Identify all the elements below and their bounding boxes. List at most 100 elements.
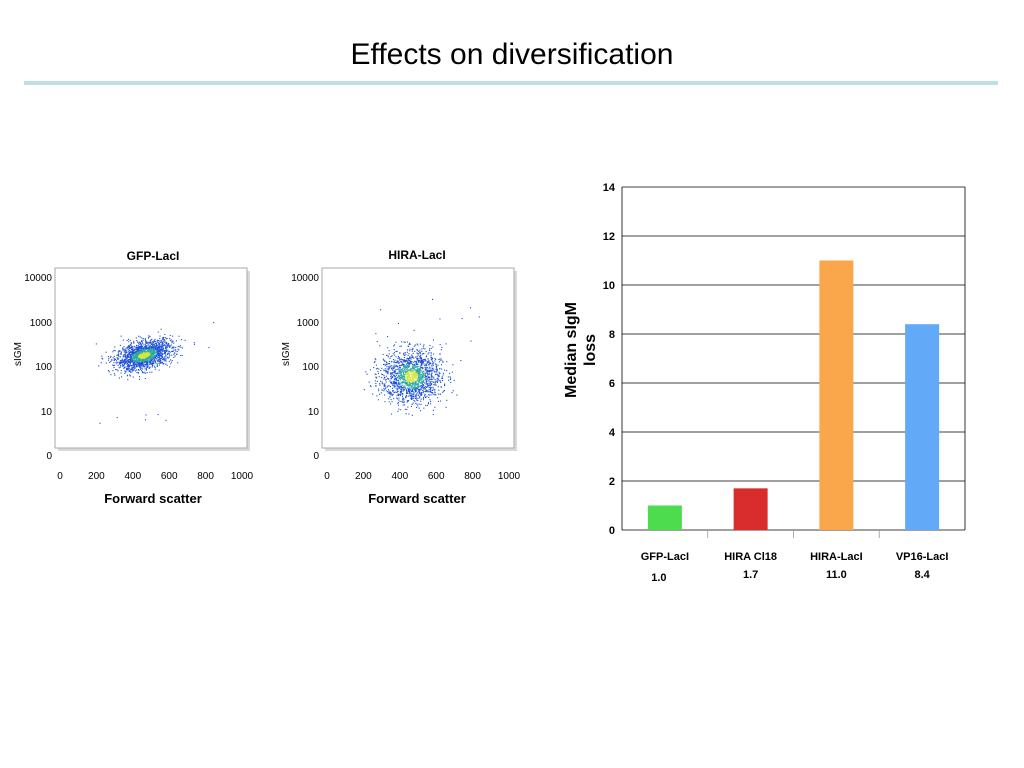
scatter-point (374, 361, 376, 363)
scatter-point (397, 394, 399, 396)
scatter-point (422, 376, 424, 378)
scatter-point (399, 375, 401, 377)
scatter-point (449, 372, 451, 374)
scatter-point (401, 387, 403, 389)
scatter-point (147, 352, 149, 354)
scatter-point (116, 354, 118, 356)
scatter-point (125, 352, 127, 354)
scatter-point (389, 392, 391, 394)
scatter-point (130, 348, 132, 350)
x-tick-label: 1000 (498, 471, 521, 482)
scatter-point (147, 348, 149, 350)
scatter-point (156, 360, 158, 362)
scatter-point (427, 378, 429, 380)
scatter-point (160, 356, 162, 358)
scatter-point (393, 360, 395, 362)
scatter-point (386, 364, 388, 366)
scatter-point (396, 382, 398, 384)
scatter-point (399, 345, 401, 347)
scatter-point (411, 397, 413, 399)
scatter-point (164, 343, 166, 345)
scatter-point (136, 364, 138, 366)
scatter-point (386, 366, 388, 368)
scatter-point (390, 378, 392, 380)
scatter-point (139, 341, 141, 343)
scatter-point (124, 360, 126, 362)
scatter-point (410, 397, 412, 399)
scatter-point (138, 347, 140, 349)
scatter-point (385, 371, 387, 373)
scatter-point (435, 380, 437, 382)
scatter-point (383, 359, 385, 361)
scatter-point (388, 369, 390, 371)
scatter-point (145, 348, 147, 350)
scatter-point (419, 349, 421, 351)
scatter-point (124, 359, 126, 361)
scatter-point (163, 344, 165, 346)
scatter-point (432, 298, 434, 300)
scatter-point (154, 340, 156, 342)
scatter-point (144, 360, 146, 362)
scatter-point (406, 392, 408, 394)
scatter-point (394, 391, 396, 393)
scatter-point (153, 349, 155, 351)
scatter-point (170, 339, 172, 341)
scatter-point (420, 354, 422, 356)
scatter-point (160, 340, 162, 342)
scatter-point (396, 398, 398, 400)
scatter-point (408, 388, 410, 390)
scatter-point (134, 363, 136, 365)
scatter-point (406, 368, 408, 370)
scatter-point (409, 395, 411, 397)
scatter-point (126, 368, 128, 370)
scatter-point (160, 342, 162, 344)
scatter-point (180, 346, 182, 348)
scatter-point (154, 365, 156, 367)
scatter-point (120, 370, 122, 372)
scatter-point (108, 371, 110, 373)
y-axis-label-line: Median sIgM (563, 302, 580, 398)
scatter-point (411, 381, 413, 383)
scatter-point (145, 354, 147, 356)
scatter-point (143, 357, 145, 359)
scatter-point (178, 346, 180, 348)
scatter-point (137, 341, 139, 343)
scatter-point (166, 343, 168, 345)
scatter-point (139, 343, 141, 345)
scatter-point (396, 360, 398, 362)
scatter-point (128, 364, 130, 366)
scatter-point (140, 357, 142, 359)
scatter-point (407, 389, 409, 391)
scatter-point (420, 363, 422, 365)
scatter-point (408, 382, 410, 384)
scatter-point (135, 353, 137, 355)
x-tick-label: 200 (355, 471, 372, 482)
scatter-point (415, 381, 417, 383)
scatter-point (149, 360, 151, 362)
scatter-point (171, 359, 173, 361)
scatter-point (394, 372, 396, 374)
scatter-point (139, 348, 141, 350)
x-tick-label: 200 (88, 471, 105, 482)
scatter-point (154, 338, 156, 340)
scatter-point (123, 356, 125, 358)
scatter-point (161, 351, 163, 353)
scatter-point (144, 338, 146, 340)
scatter-point (128, 367, 130, 369)
scatter-point (424, 360, 426, 362)
scatter-point (160, 354, 162, 356)
scatter-point (137, 349, 139, 351)
scatter-point (441, 377, 443, 379)
scatter-point (168, 360, 170, 362)
scatter-point (437, 386, 439, 388)
scatter-title: GFP-LacI (127, 249, 180, 263)
scatter-point (411, 361, 413, 363)
scatter-point (132, 364, 134, 366)
scatter-point (139, 343, 141, 345)
scatter-point (408, 363, 410, 365)
scatter-point (115, 359, 117, 361)
scatter-point (385, 390, 387, 392)
scatter-point (95, 343, 97, 345)
scatter-point (136, 357, 138, 359)
